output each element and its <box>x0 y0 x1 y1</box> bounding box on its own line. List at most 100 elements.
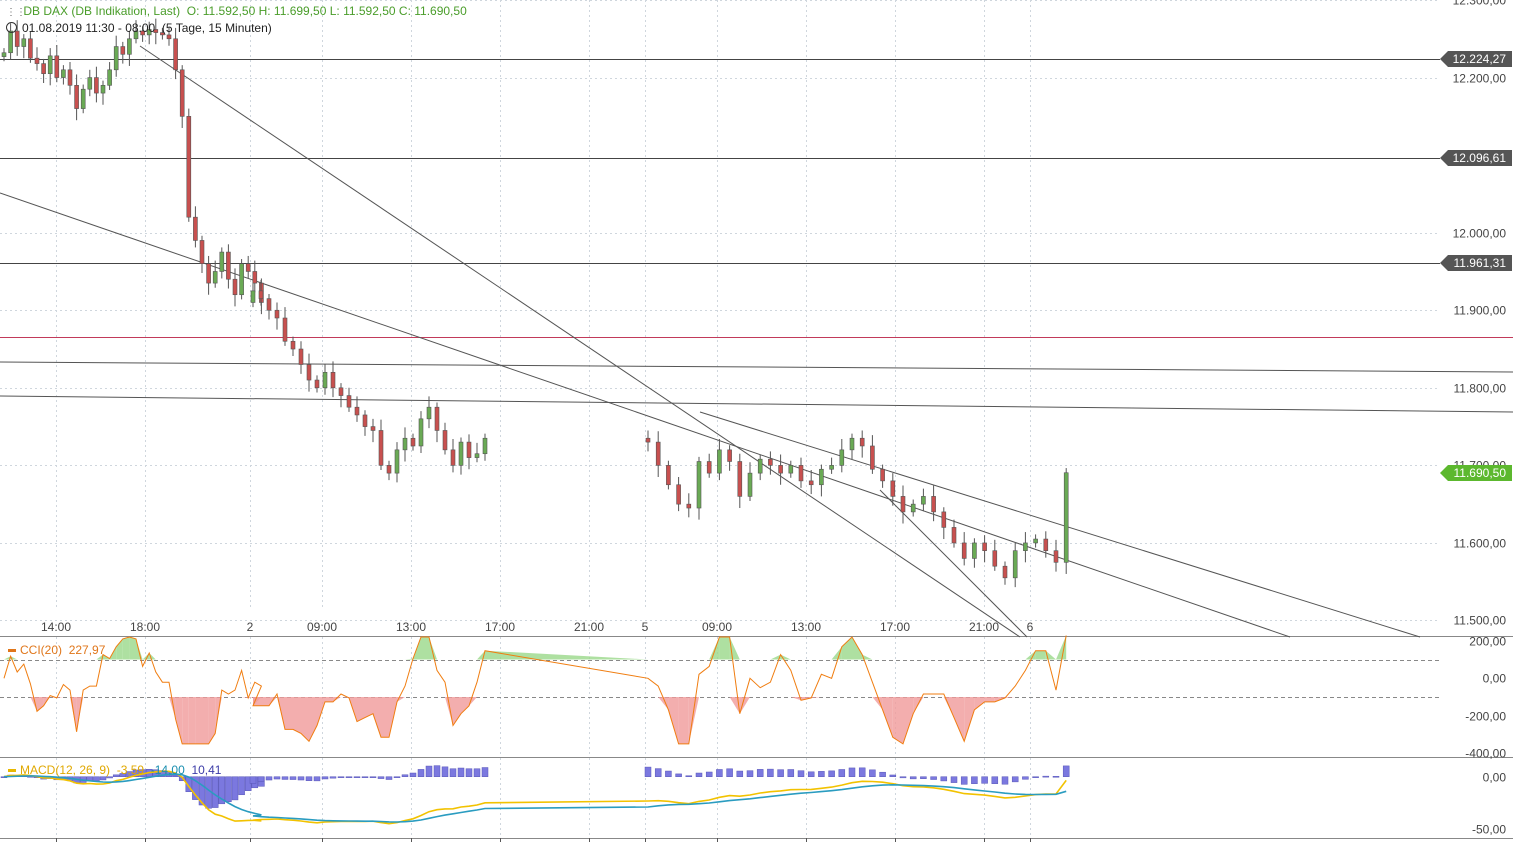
cci-oversold-fill <box>954 697 965 742</box>
cci-tick-label: -400,00 <box>1465 747 1506 761</box>
cci-oversold-fill <box>293 697 301 734</box>
candle-body <box>226 251 231 280</box>
candle-body <box>386 465 392 474</box>
price-tick-label: 12.300,00 <box>1453 0 1507 8</box>
macd-histogram-bar <box>345 776 353 778</box>
cci-oversold-fill <box>974 697 985 710</box>
macd-histogram-bar <box>1052 776 1060 778</box>
candle-body <box>140 30 145 36</box>
candle-body <box>870 445 875 470</box>
cci-legend[interactable]: CCI(20) 227,97 <box>8 643 105 657</box>
cci-oversold-fill <box>984 697 995 702</box>
macd-histogram-bar <box>401 774 409 777</box>
time-tick-label: 21:00 <box>574 620 604 634</box>
candle-body <box>961 542 967 559</box>
cci-oversold-fill <box>688 697 699 744</box>
candle-body <box>394 449 400 474</box>
macd-name: MACD(12, 26, 9) <box>20 763 111 777</box>
cci-overbought-fill <box>142 653 150 660</box>
period-range[interactable]: 01.08.2019 11:30 - 08:00 <box>22 21 156 35</box>
macd-histogram-bar <box>249 776 257 784</box>
candle-body <box>173 38 178 71</box>
candle-body <box>314 379 320 389</box>
candle-body <box>706 461 712 474</box>
macd-histogram-bar <box>218 776 226 805</box>
candle-body <box>67 69 73 86</box>
macd-line <box>3 770 1067 825</box>
cci-tick-label: 0,00 <box>1483 672 1507 686</box>
candles-layer <box>1 18 1069 588</box>
macd-histogram-bar <box>425 765 433 777</box>
candle-body <box>910 503 916 513</box>
cci-overbought-fill <box>852 637 863 660</box>
macd-histogram-bar <box>756 769 764 777</box>
period-interval[interactable]: (5 Tage, 15 Minuten) <box>161 21 272 35</box>
candle-body <box>193 216 198 241</box>
macd-histogram-bar <box>106 776 113 779</box>
macd-histogram-bar <box>654 768 662 777</box>
candle-body <box>921 496 926 505</box>
macd-histogram-bar <box>736 770 744 777</box>
cci-overbought-fill <box>862 654 873 660</box>
cci-overbought-fill <box>831 646 842 660</box>
cci-line <box>3 635 1067 745</box>
candle-body <box>442 430 448 451</box>
cci-oversold-fill <box>903 697 914 744</box>
cci-oversold-fill <box>333 697 341 702</box>
macd-histogram-bar <box>369 776 377 778</box>
cci-tick-label: -200,00 <box>1465 710 1506 724</box>
cci-oversold-fill <box>729 697 740 714</box>
cci-oversold-fill <box>215 697 222 734</box>
time-tick-label: 5 <box>642 620 649 634</box>
time-tick-label: 13:00 <box>791 620 821 634</box>
macd-histogram-bar <box>879 771 886 777</box>
cci-oversold-fill <box>811 697 822 698</box>
candle-body <box>1053 550 1059 563</box>
candle-body <box>1043 538 1049 551</box>
candle-body <box>696 461 702 509</box>
candle-body <box>219 251 225 272</box>
instrument-title[interactable]: DB DAX (DB Indikation, Last) <box>23 4 181 18</box>
cci-overbought-fill <box>10 656 18 660</box>
candle-body <box>212 271 218 284</box>
cci-oversold-fill <box>1005 697 1016 698</box>
time-tick-label: 18:00 <box>130 620 160 634</box>
candle-body <box>160 32 165 36</box>
price-level-label: 12.096,61 <box>1453 151 1507 165</box>
macd-histogram-bar <box>337 776 345 778</box>
macd-histogram-bar <box>273 776 281 780</box>
price-level-badge <box>1440 465 1512 481</box>
macd-histogram-bar <box>705 771 713 777</box>
cci-swatch <box>8 649 16 653</box>
chart-type-icon[interactable]: ⋮⋮ <box>6 7 26 18</box>
macd-histogram-bar <box>377 776 385 779</box>
macd-histogram-bar <box>869 769 876 777</box>
candle-body <box>199 240 205 265</box>
candle-body <box>250 290 256 303</box>
macd-histogram-bar <box>393 776 401 778</box>
candle-body <box>931 496 936 513</box>
macd-histogram-bar <box>767 768 774 777</box>
candle-body <box>166 34 172 40</box>
macd-tick-label: -50,00 <box>1472 823 1506 837</box>
candle-body <box>747 472 753 497</box>
candle-body <box>354 406 360 416</box>
cci-overbought-fill <box>1025 650 1036 660</box>
cci-oversold-fill <box>285 697 293 730</box>
chart-title-bar: ⋮⋮ DB DAX (DB Indikation, Last) O: 11.59… <box>6 4 467 18</box>
macd-histogram-bar <box>321 776 329 780</box>
candle-body <box>890 480 896 497</box>
cci-oversold-fill <box>195 697 202 744</box>
cci-overbought-fill <box>122 637 130 660</box>
macd-hist-value: 10,41 <box>191 763 222 777</box>
trend-line <box>0 361 1513 373</box>
candle-body <box>338 387 344 396</box>
macd-histogram-bar <box>726 768 733 777</box>
candle-body <box>686 503 692 509</box>
cci-oversold-fill <box>964 697 975 742</box>
macd-histogram-bar <box>353 776 361 778</box>
cci-oversold-fill <box>381 697 389 738</box>
candle-body <box>28 38 33 59</box>
macd-legend[interactable]: MACD(12, 26, 9) -3,59 -14,00 10,41 <box>8 763 221 777</box>
